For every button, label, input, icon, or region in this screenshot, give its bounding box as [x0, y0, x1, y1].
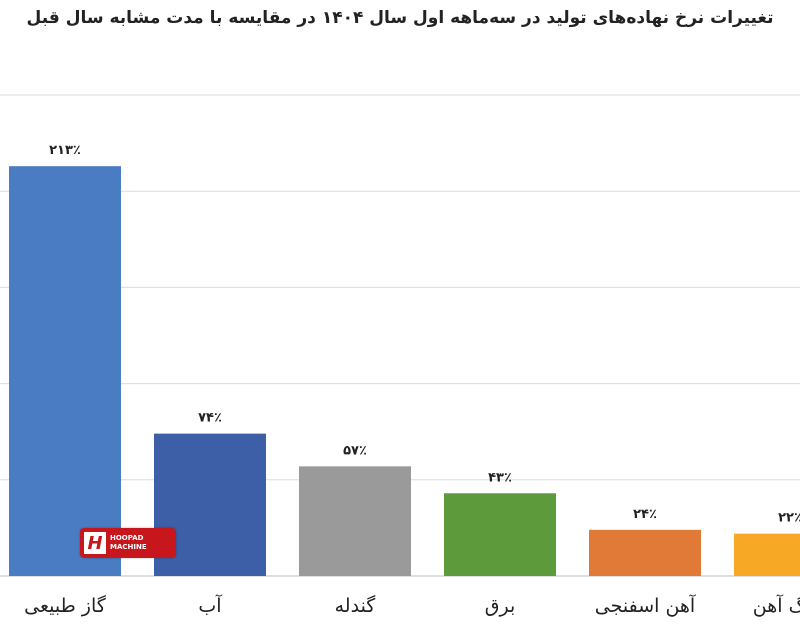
- category-label: گندله: [335, 594, 377, 617]
- category-labels: گاز طبیعی آب گندله برق آهن اسفنجی سنگ آهن: [24, 593, 800, 617]
- data-labels: ۲۱۳٪ ۷۴٪ ۵۷٪ ۴۳٪ ۲۴٪ ۲۲٪: [49, 143, 800, 525]
- logo-text-line2: MACHINE: [110, 543, 147, 551]
- category-label: برق: [485, 595, 516, 617]
- data-label: ۲۱۳٪: [49, 143, 81, 158]
- data-label: ۵۷٪: [343, 443, 367, 458]
- logo-text-line1: HOOPAD: [110, 534, 144, 542]
- data-label: ۴۳٪: [488, 470, 512, 485]
- category-label: گاز طبیعی: [24, 594, 107, 617]
- bar: [9, 166, 121, 577]
- category-label: سنگ آهن: [753, 593, 800, 617]
- hoopad-logo-text: HOOPAD MACHINE: [110, 534, 147, 552]
- category-label: آب: [198, 593, 222, 617]
- chart-title: تغییرات نرخ نهاده‌های تولید در سه‌ماهه ا…: [26, 8, 774, 28]
- category-label: آهن اسفنجی: [595, 593, 696, 617]
- bars: [9, 166, 800, 577]
- bar: [734, 533, 800, 576]
- hoopad-logo-icon: H: [84, 532, 106, 554]
- bar: [299, 466, 411, 576]
- data-label: ۲۴٪: [633, 507, 657, 522]
- data-label: ۲۲٪: [778, 511, 800, 526]
- bar: [444, 493, 556, 576]
- bar: [589, 529, 701, 576]
- data-label: ۷۴٪: [198, 411, 222, 426]
- hoopad-machine-logo: H HOOPAD MACHINE: [80, 528, 176, 558]
